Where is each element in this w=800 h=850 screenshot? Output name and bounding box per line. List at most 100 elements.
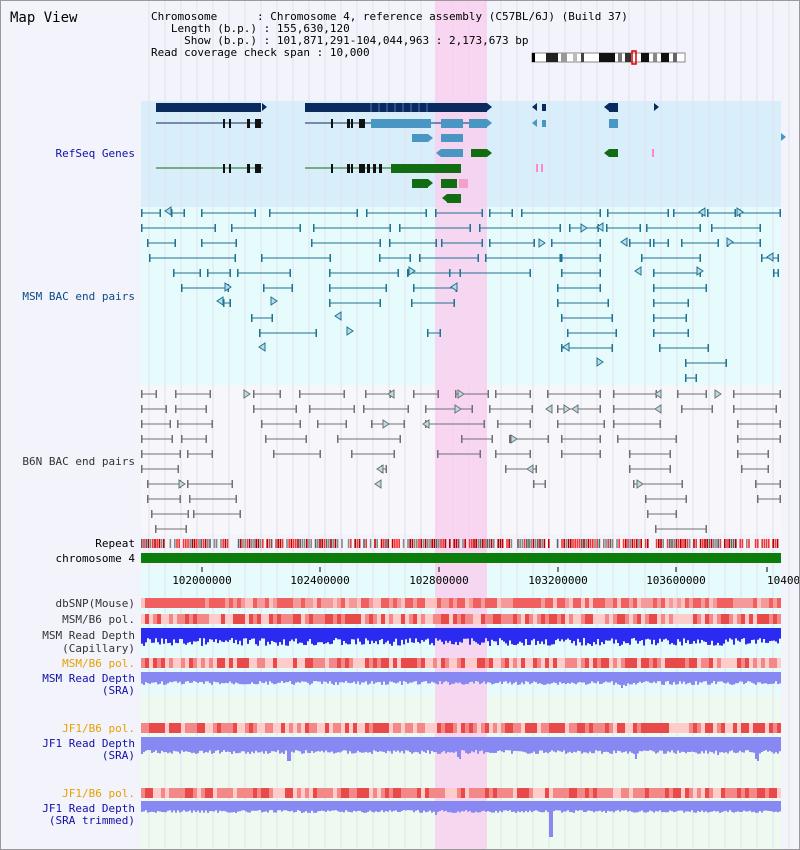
bac-end-pair[interactable] xyxy=(489,405,533,413)
bac-end-pair[interactable] xyxy=(273,450,321,458)
gene-feature[interactable] xyxy=(379,164,382,173)
bac-end-pair[interactable] xyxy=(311,239,381,247)
bac-end-pair[interactable] xyxy=(645,495,687,503)
gene-feature[interactable] xyxy=(255,164,261,173)
bac-end-arrow-icon[interactable] xyxy=(510,434,518,444)
gene-feature[interactable] xyxy=(441,119,463,128)
gene-feature[interactable] xyxy=(223,119,225,128)
gene-feature[interactable] xyxy=(367,164,370,173)
bac-end-pair[interactable] xyxy=(193,510,241,518)
bac-end-arrow-icon[interactable] xyxy=(376,464,384,474)
gene-feature[interactable] xyxy=(255,119,261,128)
bac-end-pair[interactable] xyxy=(707,209,736,217)
bac-end-pair[interactable] xyxy=(629,450,671,458)
gene-feature[interactable] xyxy=(412,134,428,142)
bac-end-arrow-icon[interactable] xyxy=(334,311,342,321)
bac-end-arrow-icon[interactable] xyxy=(422,419,430,429)
gene-refseq[interactable] xyxy=(305,103,487,112)
bac-end-pair[interactable] xyxy=(647,510,677,518)
gene-feature[interactable] xyxy=(347,119,350,128)
bac-end-pair[interactable] xyxy=(561,314,613,322)
track-label-b6n-bac[interactable]: B6N BAC end pairs xyxy=(22,455,135,468)
bac-end-pair[interactable] xyxy=(533,480,546,488)
gene-refseq[interactable] xyxy=(156,103,261,112)
bac-end-pair[interactable] xyxy=(485,254,561,262)
bac-end-pair[interactable] xyxy=(677,390,707,398)
bac-end-arrow-icon[interactable] xyxy=(243,389,251,399)
bac-end-arrow-icon[interactable] xyxy=(258,342,266,352)
bac-end-arrow-icon[interactable] xyxy=(698,207,706,217)
bac-end-arrow-icon[interactable] xyxy=(726,237,734,247)
bac-end-pair[interactable] xyxy=(757,495,781,503)
bac-end-pair[interactable] xyxy=(449,269,531,277)
bac-end-pair[interactable] xyxy=(259,329,317,337)
bac-end-pair[interactable] xyxy=(641,254,701,262)
bac-end-arrow-icon[interactable] xyxy=(714,389,722,399)
bac-end-pair[interactable] xyxy=(175,405,207,413)
gene-feature[interactable] xyxy=(609,149,618,157)
bac-end-pair[interactable] xyxy=(149,254,236,262)
gene-feature[interactable] xyxy=(542,120,546,127)
gene-feature[interactable] xyxy=(441,134,463,142)
bac-end-pair[interactable] xyxy=(141,224,216,232)
ideogram-current-marker[interactable] xyxy=(631,50,637,65)
bac-end-pair[interactable] xyxy=(737,435,781,443)
bac-end-pair[interactable] xyxy=(253,390,281,398)
gene-feature[interactable] xyxy=(391,164,461,173)
bac-end-pair[interactable] xyxy=(201,239,237,247)
bac-end-pair[interactable] xyxy=(737,420,781,428)
gene-feature[interactable] xyxy=(371,119,431,128)
bac-end-pair[interactable] xyxy=(653,284,707,292)
bac-end-arrow-icon[interactable] xyxy=(620,237,628,247)
track-label-msm-bac[interactable]: MSM BAC end pairs xyxy=(22,290,135,303)
bac-end-pair[interactable] xyxy=(366,209,427,217)
bac-end-arrow-icon[interactable] xyxy=(696,266,704,276)
bac-end-arrow-icon[interactable] xyxy=(654,404,662,414)
selected-region-highlight[interactable] xyxy=(435,1,487,849)
gene-feature[interactable] xyxy=(247,119,250,128)
chromosome-bar[interactable] xyxy=(141,553,781,563)
bac-end-pair[interactable] xyxy=(737,450,769,458)
bac-end-pair[interactable] xyxy=(399,224,471,232)
bac-end-pair[interactable] xyxy=(187,480,233,488)
bac-end-pair[interactable] xyxy=(613,420,661,428)
bac-end-pair[interactable] xyxy=(653,314,687,322)
bac-end-pair[interactable] xyxy=(711,224,761,232)
bac-end-pair[interactable] xyxy=(141,209,161,217)
bac-end-pair[interactable] xyxy=(755,480,781,488)
bac-end-arrow-icon[interactable] xyxy=(382,419,390,429)
bac-end-pair[interactable] xyxy=(557,420,605,428)
bac-end-arrow-icon[interactable] xyxy=(562,342,570,352)
bac-end-pair[interactable] xyxy=(435,209,483,217)
gene-feature[interactable] xyxy=(412,179,428,188)
bac-end-pair[interactable] xyxy=(497,420,531,428)
bac-end-pair[interactable] xyxy=(151,510,189,518)
bac-end-pair[interactable] xyxy=(495,390,531,398)
gene-feature[interactable] xyxy=(229,164,231,173)
bac-end-arrow-icon[interactable] xyxy=(563,404,571,414)
bac-end-arrow-icon[interactable] xyxy=(634,266,642,276)
gene-feature[interactable] xyxy=(359,164,365,173)
bac-end-arrow-icon[interactable] xyxy=(457,389,465,399)
bac-end-arrow-icon[interactable] xyxy=(736,207,744,217)
bac-end-arrow-icon[interactable] xyxy=(270,296,278,306)
bac-end-pair[interactable] xyxy=(437,450,481,458)
bac-end-pair[interactable] xyxy=(489,239,535,247)
gene-feature[interactable] xyxy=(229,119,231,128)
gene-feature[interactable] xyxy=(441,149,463,157)
gene-feature[interactable] xyxy=(247,164,250,173)
bac-end-arrow-icon[interactable] xyxy=(454,404,462,414)
gene-feature[interactable] xyxy=(331,119,333,128)
bac-end-pair[interactable] xyxy=(177,420,213,428)
bac-end-pair[interactable] xyxy=(606,224,641,232)
gene-feature[interactable] xyxy=(471,149,487,157)
bac-end-arrow-icon[interactable] xyxy=(374,479,382,489)
bac-end-pair[interactable] xyxy=(173,269,201,277)
bac-end-pair[interactable] xyxy=(329,299,381,307)
bac-end-pair[interactable] xyxy=(617,435,677,443)
bac-end-pair[interactable] xyxy=(685,359,727,367)
chromosome-ideogram[interactable] xyxy=(531,50,686,65)
bac-end-pair[interactable] xyxy=(263,284,293,292)
bac-end-pair[interactable] xyxy=(685,374,697,382)
